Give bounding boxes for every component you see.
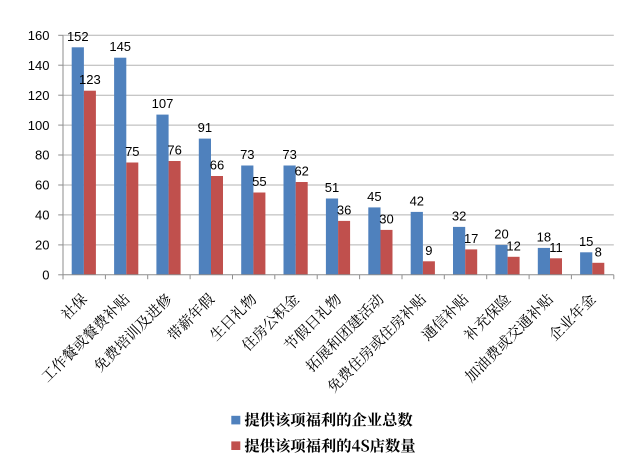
svg-text:0: 0 bbox=[42, 268, 49, 283]
svg-text:120: 120 bbox=[28, 88, 50, 103]
svg-text:45: 45 bbox=[367, 189, 381, 204]
svg-text:32: 32 bbox=[452, 208, 466, 223]
svg-text:160: 160 bbox=[28, 28, 50, 43]
svg-text:91: 91 bbox=[198, 120, 212, 135]
svg-text:62: 62 bbox=[294, 164, 308, 179]
svg-text:60: 60 bbox=[35, 178, 49, 193]
svg-text:73: 73 bbox=[282, 147, 296, 162]
svg-text:12: 12 bbox=[506, 238, 520, 253]
svg-text:75: 75 bbox=[125, 144, 139, 159]
svg-text:76: 76 bbox=[167, 143, 181, 158]
svg-text:30: 30 bbox=[379, 211, 393, 226]
svg-text:9: 9 bbox=[425, 243, 432, 258]
svg-text:123: 123 bbox=[79, 72, 101, 87]
svg-text:145: 145 bbox=[109, 39, 131, 54]
svg-text:40: 40 bbox=[35, 208, 49, 223]
svg-text:140: 140 bbox=[28, 58, 50, 73]
svg-text:36: 36 bbox=[337, 202, 351, 217]
svg-text:20: 20 bbox=[35, 238, 49, 253]
svg-text:11: 11 bbox=[549, 240, 563, 255]
svg-text:66: 66 bbox=[210, 158, 224, 173]
svg-text:51: 51 bbox=[325, 180, 339, 195]
svg-text:18: 18 bbox=[537, 229, 551, 244]
svg-text:100: 100 bbox=[28, 118, 50, 133]
svg-text:15: 15 bbox=[579, 234, 593, 249]
svg-text:55: 55 bbox=[252, 174, 266, 189]
svg-text:73: 73 bbox=[240, 147, 254, 162]
svg-text:8: 8 bbox=[595, 244, 602, 259]
svg-text:107: 107 bbox=[152, 96, 174, 111]
svg-text:42: 42 bbox=[410, 193, 424, 208]
svg-text:80: 80 bbox=[35, 148, 49, 163]
svg-text:20: 20 bbox=[494, 226, 508, 241]
svg-text:17: 17 bbox=[464, 231, 478, 246]
svg-text:152: 152 bbox=[67, 29, 89, 44]
